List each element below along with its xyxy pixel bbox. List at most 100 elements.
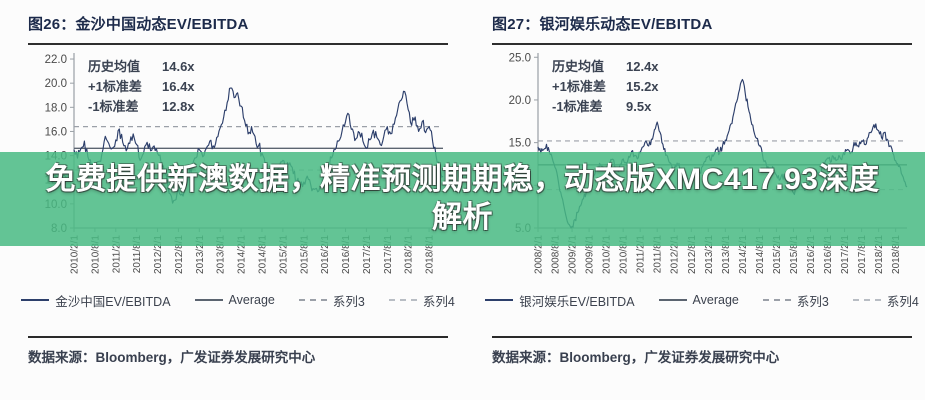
stat-label: +1标准差: [552, 79, 606, 94]
legend-swatch-icon: [658, 299, 687, 301]
x-tick-label: 2015/2/1: [278, 235, 289, 274]
title-divider: [28, 43, 448, 45]
x-tick-label: 2013/8/1: [721, 235, 732, 274]
data-source-note: 数据来源：Bloomberg，广发证券发展研究中心: [28, 350, 316, 365]
x-tick-label: 2018/8/1: [425, 235, 436, 274]
x-tick-label: 2012/8/1: [174, 235, 185, 274]
y-tick-label: 18.0: [45, 102, 67, 114]
x-tick-label: 2011/2/1: [636, 235, 647, 274]
x-tick-label: 2010/2/1: [70, 235, 81, 274]
legend-item: 系列4: [852, 291, 919, 310]
x-tick-label: 2014/2/1: [738, 235, 749, 274]
chart-area-sands: 22.020.018.016.014.012.010.08.02010/2/12…: [28, 45, 448, 288]
stat-value: 16.4x: [162, 79, 195, 94]
x-tick-label: 2016/8/1: [823, 235, 834, 274]
watermark-banner: 免费提供新澳数据，精准预测期期稳，动态版XMC417.93深度解析: [0, 152, 925, 246]
stat-label: +1标准差: [88, 79, 142, 94]
legend-label: Average: [692, 293, 739, 307]
y-tick-label: 15.0: [509, 138, 531, 150]
x-tick-label: 2011/8/1: [132, 235, 143, 274]
x-tick-label: 2008/8/1: [551, 235, 562, 274]
x-tick-label: 2016/2/1: [806, 235, 817, 274]
source-divider: [28, 336, 448, 338]
x-tick-label: 2017/2/1: [840, 235, 851, 274]
x-tick-label: 2017/2/1: [362, 235, 373, 274]
x-tick-label: 2012/8/1: [687, 235, 698, 274]
x-tick-label: 2008/2/1: [534, 235, 545, 274]
legend-item: 银河娱乐EV/EBITDA: [485, 291, 635, 310]
x-tick-label: 2013/2/1: [704, 235, 715, 274]
chart-legend: 金沙中国EV/EBITDA Average 系列3 系列4: [21, 290, 455, 310]
title-divider: [492, 43, 912, 45]
y-tick-label: 16.0: [45, 126, 67, 138]
y-tick-label: 20.0: [45, 78, 67, 90]
figure-title: 图26：金沙中国动态EV/EBITDA: [28, 16, 249, 33]
chart-legend: 银河娱乐EV/EBITDA Average 系列3 系列4: [485, 290, 919, 310]
x-tick-label: 2009/8/1: [585, 235, 596, 274]
stat-label: -1标准差: [88, 99, 139, 114]
x-tick-label: 2010/8/1: [619, 235, 630, 274]
legend-label: 系列3: [796, 294, 829, 309]
legend-label: 系列4: [422, 294, 455, 309]
legend-swatch-icon: [388, 299, 417, 301]
stat-row: 历史均值 14.6x: [88, 57, 212, 77]
x-tick-label: 2017/8/1: [857, 235, 868, 274]
legend-item: Average: [194, 293, 275, 307]
legend-label: Average: [228, 293, 275, 307]
legend-label: 金沙中国EV/EBITDA: [55, 294, 171, 309]
x-tick-label: 2013/2/1: [195, 235, 206, 274]
stat-row: -1标准差 12.8x: [88, 97, 212, 117]
legend-item: 系列4: [388, 291, 455, 310]
x-tick-label: 2014/2/1: [237, 235, 248, 274]
stat-annotations: 历史均值 14.6x +1标准差 16.4x -1标准差 12.8x: [88, 57, 212, 117]
legend-swatch-icon: [194, 299, 223, 301]
y-tick-label: 20.0: [509, 95, 531, 107]
figure-title: 图27：银河娱乐动态EV/EBITDA: [492, 16, 713, 33]
legend-swatch-icon: [485, 299, 514, 301]
data-source-note: 数据来源：Bloomberg，广发证券发展研究中心: [492, 350, 780, 365]
x-tick-label: 2012/2/1: [153, 235, 164, 274]
x-tick-label: 2015/8/1: [789, 235, 800, 274]
x-tick-label: 2011/8/1: [653, 235, 664, 274]
source-divider: [492, 336, 912, 338]
stat-annotations: 历史均值 12.4x +1标准差 15.2x -1标准差 9.5x: [552, 57, 676, 117]
panel-sands-china: 图26：金沙中国动态EV/EBITDA 22.020.018.016.014.0…: [21, 0, 455, 366]
x-tick-label: 2018/2/1: [874, 235, 885, 274]
y-tick-label: 25.0: [509, 52, 531, 64]
x-tick-label: 2016/8/1: [341, 235, 352, 274]
stat-label: -1标准差: [552, 99, 603, 114]
legend-label: 系列4: [886, 294, 919, 309]
stat-value: 9.5x: [626, 99, 652, 114]
x-tick-label: 2010/2/1: [602, 235, 613, 274]
legend-label: 银河娱乐EV/EBITDA: [519, 294, 635, 309]
legend-swatch-icon: [298, 299, 327, 301]
x-tick-label: 2014/8/1: [755, 235, 766, 274]
x-tick-label: 2017/8/1: [383, 235, 394, 274]
legend-swatch-icon: [852, 299, 881, 301]
legend-swatch-icon: [21, 299, 50, 301]
x-tick-label: 2015/8/1: [299, 235, 310, 274]
x-tick-label: 2014/8/1: [257, 235, 268, 274]
stat-value: 15.2x: [626, 79, 659, 94]
stat-value: 12.8x: [162, 99, 195, 114]
stat-row: +1标准差 16.4x: [88, 77, 212, 97]
x-tick-label: 2016/2/1: [320, 235, 331, 274]
legend-item: 金沙中国EV/EBITDA: [21, 291, 171, 310]
stat-value: 12.4x: [626, 59, 659, 74]
stat-row: 历史均值 12.4x: [552, 57, 676, 77]
legend-item: 系列3: [298, 291, 365, 310]
legend-label: 系列3: [332, 294, 365, 309]
legend-item: 系列3: [762, 291, 829, 310]
watermark-text: 免费提供新澳数据，精准预测期期稳，动态版XMC417.93深度解析: [45, 163, 880, 234]
ev-ebitda-line: [73, 87, 444, 204]
stat-row: -1标准差 9.5x: [552, 97, 676, 117]
legend-swatch-icon: [762, 299, 791, 301]
stat-row: +1标准差 15.2x: [552, 77, 676, 97]
x-tick-label: 2018/8/1: [891, 235, 902, 274]
x-tick-label: 2013/8/1: [216, 235, 227, 274]
x-tick-label: 2015/2/1: [772, 235, 783, 274]
stat-label: 历史均值: [552, 59, 605, 74]
stat-value: 14.6x: [162, 59, 195, 74]
x-tick-label: 2018/2/1: [404, 235, 415, 274]
